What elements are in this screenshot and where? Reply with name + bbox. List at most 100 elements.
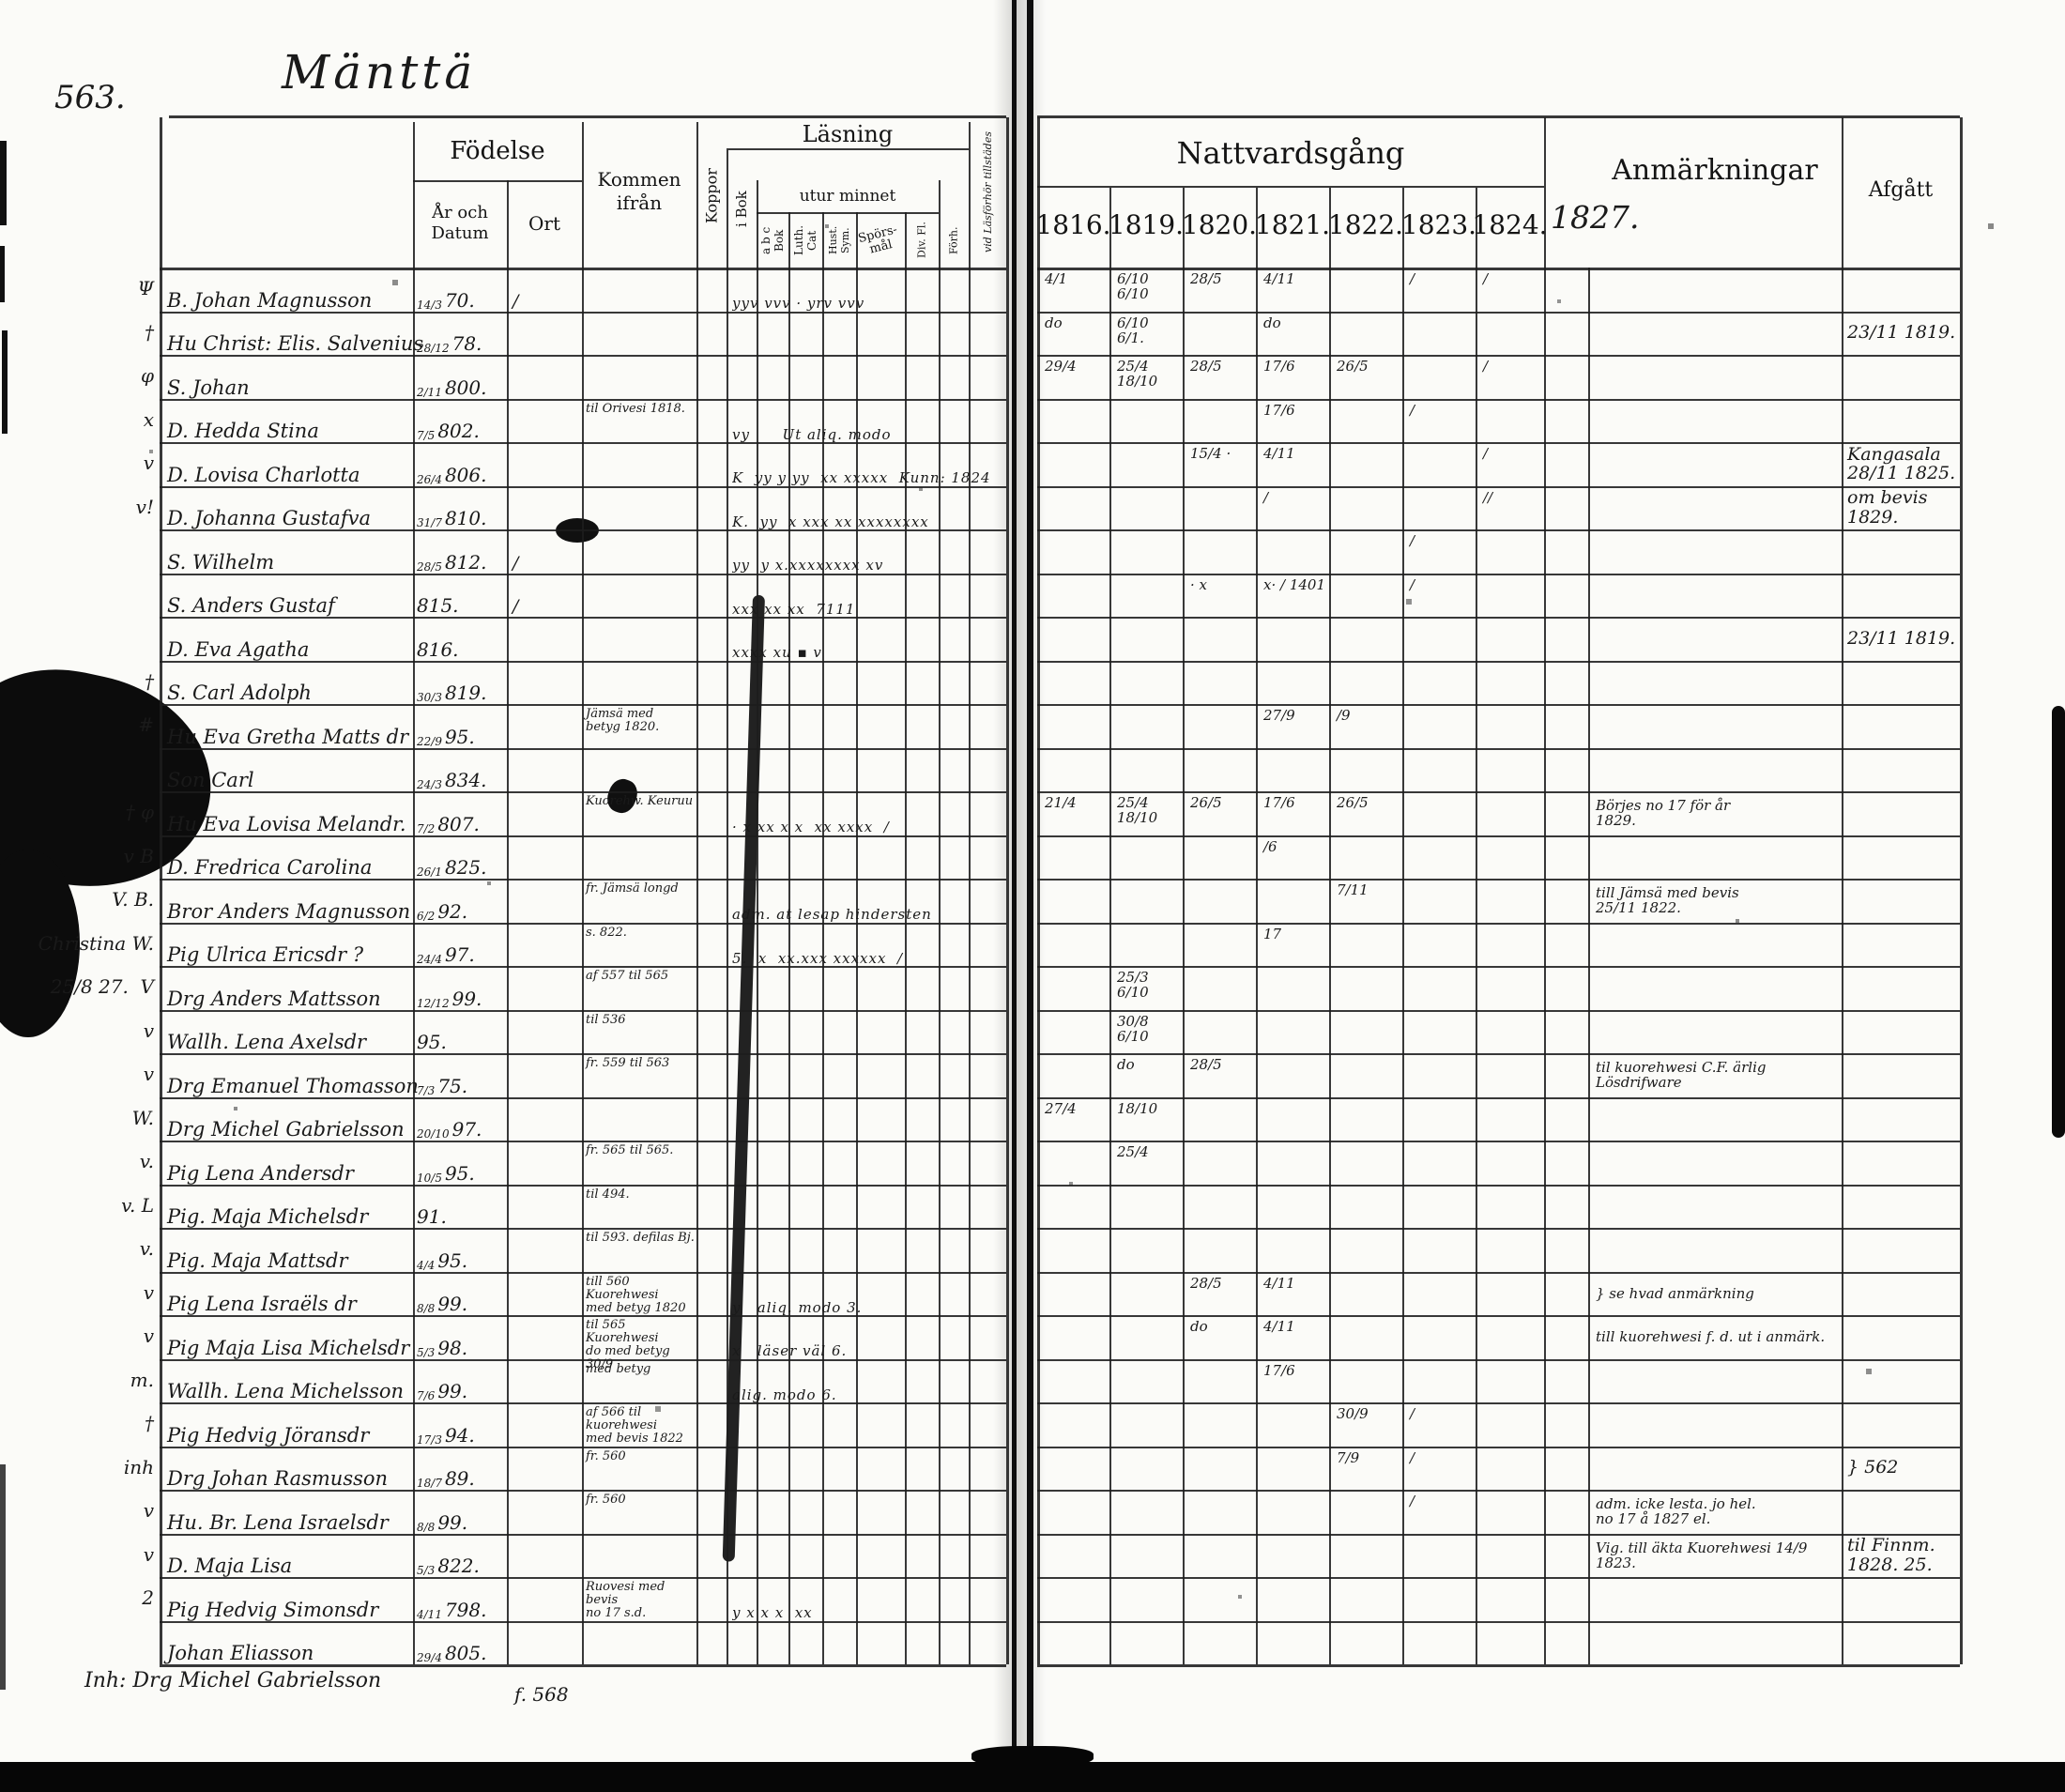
communion-entry: / — [1410, 1405, 1415, 1422]
grid-hline — [160, 485, 1006, 488]
person-name: Pig Hedvig Jöransdr — [167, 1423, 370, 1447]
communion-entry: / — [1483, 445, 1489, 462]
ink-blob — [0, 850, 80, 1037]
communion-entry: 17/6 — [1263, 1361, 1295, 1379]
birth-date: 7/6 99. — [417, 1380, 468, 1403]
person-name: Pig Hedvig Simonsdr — [167, 1598, 379, 1621]
birth-day-fraction: 20/10 — [417, 1127, 450, 1141]
margin-mark: v B — [123, 844, 154, 867]
birth-date: 6/2 92. — [417, 899, 468, 923]
communion-entry: 27/4 — [1045, 1099, 1077, 1117]
grid-hline — [1037, 1358, 1960, 1361]
bottom-note-left: Inh: Drg Michel Gabrielsson — [84, 1669, 382, 1692]
remark-note: til kuorehwesi C.F. ärlig Lösdrifware — [1596, 1059, 1767, 1092]
person-name: D. Eva Agatha — [167, 637, 310, 661]
grid-hline — [160, 1446, 1006, 1448]
person-name: Pig. Maja Michelsdr — [167, 1205, 369, 1229]
came-from-note: fr. 559 til 563 — [586, 1056, 670, 1070]
birth-date: 10/5 95. — [417, 1161, 475, 1185]
reading-marks: K. yy x xxx xx xxxxxxxx — [732, 513, 929, 530]
grid-hline — [1037, 485, 1960, 488]
header-utur-minnet: utur minnet — [799, 187, 896, 206]
person-name: Pig Lena Andersdr — [167, 1161, 354, 1185]
grid-vline — [1006, 117, 1009, 1664]
margin-mark: # — [138, 713, 154, 737]
margin-mark: Christina W. — [38, 931, 154, 955]
communion-entry: 25/4 — [1117, 1143, 1149, 1160]
grid-hline — [1037, 1577, 1960, 1579]
bottom-scan-band — [0, 1762, 2065, 1792]
grid-hline — [160, 1271, 1006, 1274]
grid-vline — [1256, 188, 1258, 1664]
year-column-1823: 1823. — [1400, 208, 1477, 240]
birth-day-fraction: 6/2 — [417, 909, 436, 923]
reading-marks: xxx xx xx 7111 — [732, 600, 856, 618]
birth-place: / — [512, 596, 519, 618]
person-name: Pig Lena Israëls dr — [167, 1293, 357, 1316]
year-column-1821: 1821. — [1254, 208, 1331, 240]
birth-day-fraction: 30/3 — [417, 691, 442, 705]
came-from-note: fr. 565 til 565. — [586, 1143, 674, 1157]
birth-date: 815. — [417, 594, 459, 618]
communion-entry: // — [1483, 488, 1493, 506]
grid-vline — [822, 212, 824, 1664]
grid-hline — [1037, 966, 1960, 968]
header-div-fl: Div. Fl. — [915, 222, 928, 259]
grid-hline — [160, 835, 1006, 837]
person-name: S. Anders Gustaf — [167, 594, 335, 618]
margin-mark: W. — [131, 1106, 154, 1129]
birth-date: 28/12 78. — [417, 332, 482, 356]
grid-hline — [160, 1402, 1006, 1404]
birth-day-fraction: 7/5 — [417, 429, 436, 443]
grid-hline — [160, 1664, 1006, 1667]
grid-hline — [160, 1533, 1006, 1536]
scan-noise — [0, 0, 2, 2]
grid-hline — [1037, 186, 1544, 188]
birth-day-fraction: 7/6 — [417, 1389, 436, 1403]
grid-hline — [1037, 529, 1960, 531]
grid-hline — [1037, 1664, 1960, 1667]
birth-date: 29/4 805. — [417, 1642, 487, 1665]
person-name: Drg Michel Gabrielsson — [167, 1118, 405, 1141]
grid-vline — [727, 150, 728, 1664]
margin-mark: Ψ — [137, 277, 154, 300]
grid-hline — [727, 148, 969, 150]
departed-note: } 562 — [1847, 1457, 1899, 1478]
grid-hline — [1037, 398, 1960, 401]
year-column-1822: 1822. — [1327, 208, 1404, 240]
came-from-note: Jämsä med betyg 1820. — [586, 707, 660, 735]
person-name: Son Carl — [167, 769, 254, 792]
communion-entry: 25/4 18/10 — [1117, 358, 1158, 391]
birth-date: 22/9 95. — [417, 725, 475, 748]
birth-day-fraction: 28/5 — [417, 559, 442, 574]
birth-place: / — [512, 290, 519, 312]
birth-date: 28/5 812. — [417, 550, 487, 574]
person-name: S. Carl Adolph — [167, 682, 312, 705]
binding-gutter-line — [1012, 0, 1017, 1763]
grid-vline — [905, 212, 907, 1664]
grid-hline — [1037, 1184, 1960, 1187]
margin-mark: v. L — [121, 1193, 154, 1217]
grid-hline — [1037, 1228, 1960, 1230]
birth-date: 5/3 822. — [417, 1555, 480, 1578]
grid-vline — [413, 122, 415, 1664]
grid-hline — [1037, 1271, 1960, 1274]
communion-entry: / — [1483, 358, 1489, 375]
grid-hline — [1037, 442, 1960, 444]
came-from-note: til 536 — [586, 1012, 626, 1027]
header-forhor: Förh. — [947, 226, 960, 254]
grid-hline — [160, 966, 1006, 968]
communion-entry: / — [1263, 488, 1269, 506]
birth-day-fraction: 10/5 — [417, 1171, 442, 1185]
birth-date: 7/3 75. — [417, 1074, 468, 1097]
birth-date: 24/3 834. — [417, 769, 487, 792]
grid-hline — [1037, 1402, 1960, 1404]
person-name: D. Hedda Stina — [167, 420, 319, 443]
came-from-note: med betyg — [586, 1361, 651, 1376]
person-name: S. Johan — [167, 375, 250, 399]
birth-date: 18/7 89. — [417, 1467, 475, 1491]
grid-hline — [1037, 660, 1960, 663]
reading-marks: vy Ut aliq. modo — [732, 425, 892, 443]
birth-day-fraction: 22/9 — [417, 734, 442, 748]
person-name: Pig. Maja Mattsdr — [167, 1248, 348, 1272]
